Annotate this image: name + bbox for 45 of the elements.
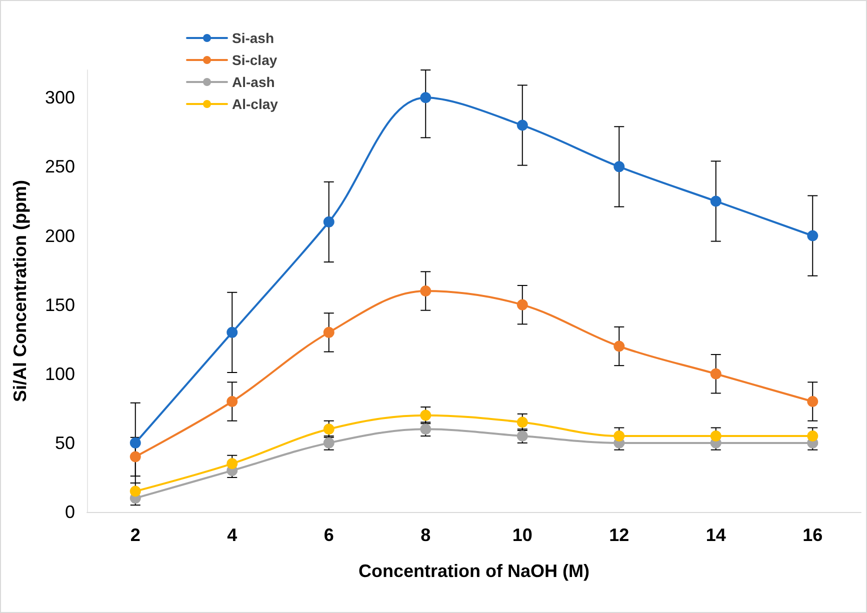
x-tick-label: 16 (802, 525, 823, 545)
point (807, 430, 818, 442)
point (130, 451, 141, 462)
y-axis-title: Si/Al Concentration (ppm) (10, 180, 30, 402)
point (226, 458, 238, 470)
point (226, 326, 238, 338)
point (614, 340, 625, 352)
y-tick-label: 50 (54, 432, 75, 453)
point (420, 410, 432, 421)
point (130, 486, 141, 497)
x-tick-label: 14 (706, 525, 726, 545)
point (614, 161, 625, 172)
point (710, 368, 722, 380)
point (710, 430, 722, 442)
y-tick-label: 150 (44, 294, 75, 315)
point (420, 286, 432, 296)
point (420, 92, 432, 104)
legend-label: Si-ash (232, 30, 274, 46)
x-tick-label: 6 (324, 525, 334, 545)
x-tick-label: 12 (609, 525, 630, 545)
x-axis-title: Concentration of NaOH (M) (358, 561, 590, 581)
legend-label: Al-clay (232, 96, 278, 112)
y-tick-label: 250 (44, 156, 75, 177)
y-tick-label: 200 (44, 226, 75, 246)
point (807, 396, 818, 407)
point (516, 299, 528, 310)
point (614, 430, 625, 442)
point (226, 396, 238, 407)
point (516, 120, 528, 131)
x-tick-label: 4 (227, 525, 238, 545)
point (710, 196, 722, 207)
point (323, 424, 334, 435)
legend-label: Si-clay (232, 52, 278, 68)
point (807, 230, 818, 242)
x-tick-label: 2 (130, 525, 140, 545)
y-tick-label: 100 (44, 364, 75, 384)
legend-label: Al-ash (232, 74, 275, 90)
y-tick-label: 0 (64, 502, 75, 522)
point (516, 416, 528, 428)
point (323, 216, 334, 228)
point (323, 326, 334, 338)
x-tick-label: 8 (420, 525, 431, 545)
point (130, 437, 141, 448)
y-tick-label: 300 (44, 88, 75, 108)
x-tick-label: 10 (512, 525, 532, 545)
